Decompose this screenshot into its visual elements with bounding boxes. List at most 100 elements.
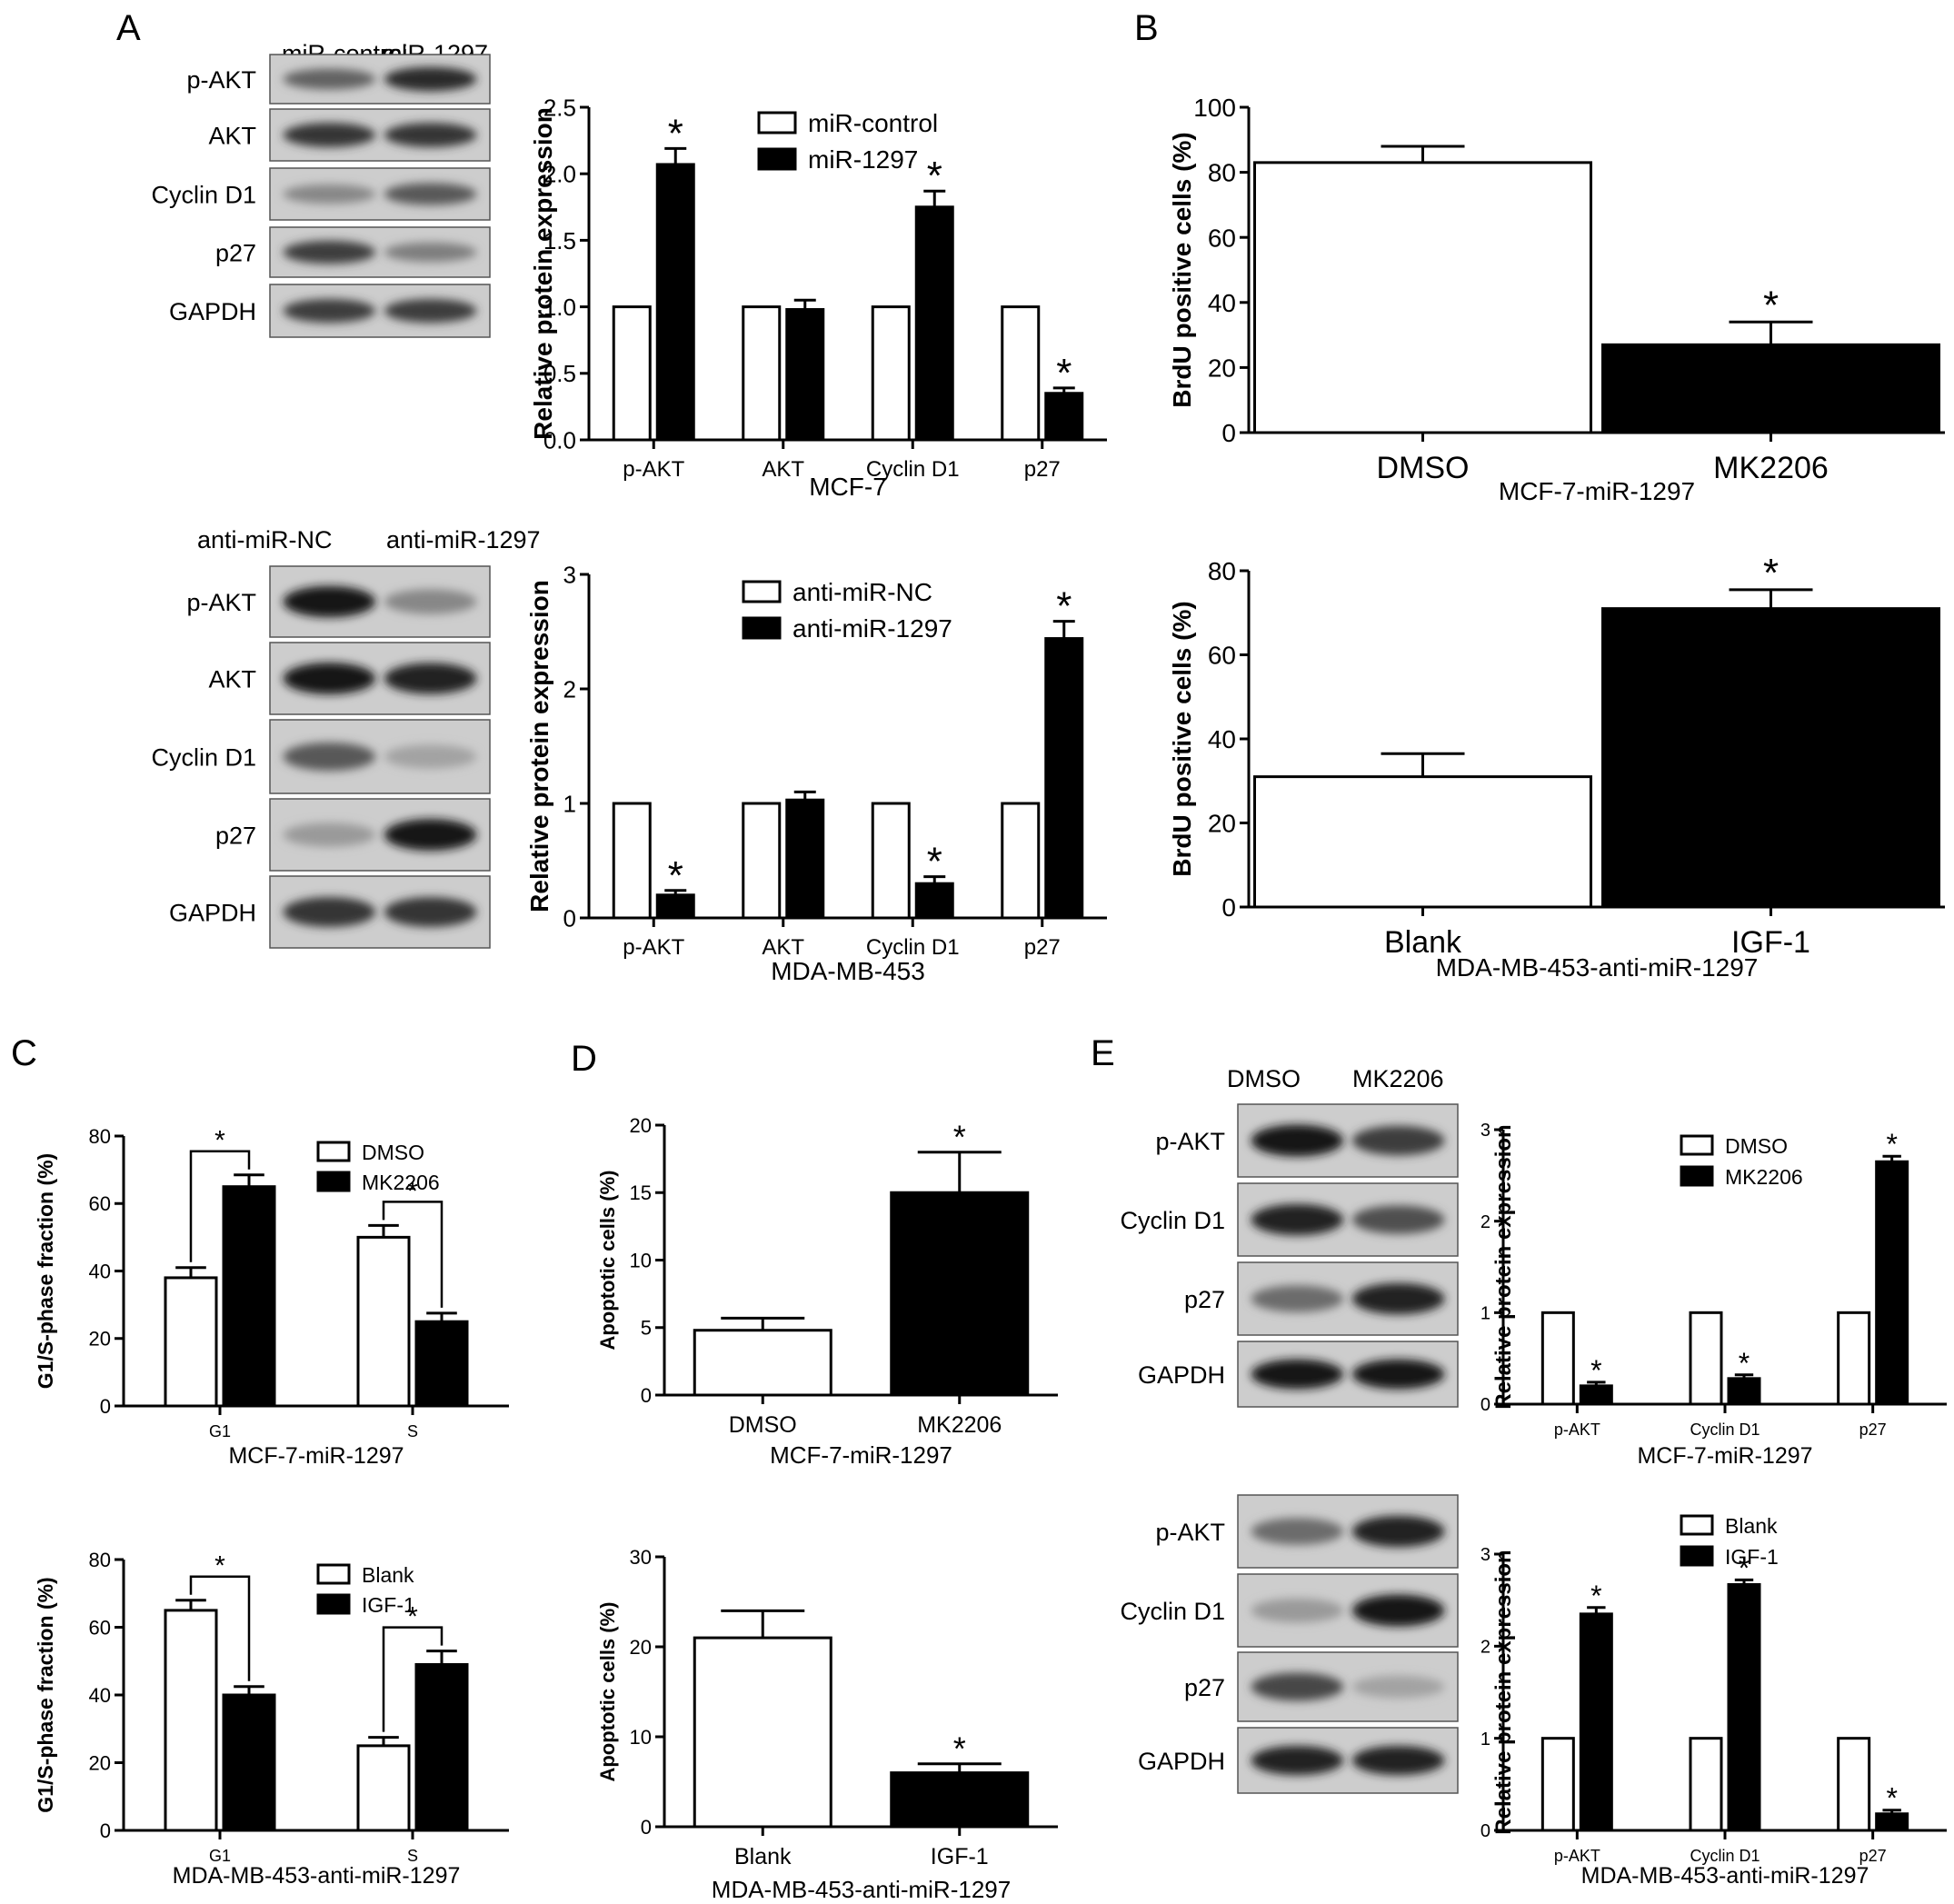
y-axis-title: Apoptotic cells (%) [596,1170,619,1350]
bar-anti-mir-1297-p27 [1044,637,1084,920]
legend-swatch-igf-1 [1680,1545,1714,1567]
bar-mir-control-akt [742,305,782,442]
y-tick-label: 1.0 [543,294,576,321]
x-axis-title: MDA-MB-453-anti-miR-1297 [173,1863,461,1889]
significance-asterisk: * [927,840,942,884]
blot-band [283,897,376,927]
blot-row-label: p27 [215,822,256,850]
y-tick-label: 0 [641,1816,652,1839]
y-tick-label: 0.0 [543,426,576,454]
legend-swatch-mir-1297 [757,147,797,171]
blot-band [283,663,376,694]
blot-band [1251,1672,1344,1701]
blot-row-label: AKT [208,123,256,150]
blot-lane-label: anti-miR-1297 [386,526,541,553]
y-tick-label: 20 [1208,354,1236,382]
chart-e2: 0 1 2 3 Relative protein expression p-AKT * Cyc… [1480,1514,1947,1889]
bar-blank [1253,775,1592,909]
y-axis-title: BrdU positive cells (%) [1168,132,1196,407]
bar-blank-g1 [164,1609,218,1832]
bar-blank [693,1636,832,1829]
y-axis-title: BrdU positive cells (%) [1168,601,1196,876]
blot-row-label: GAPDH [1138,1748,1225,1775]
y-tick-label: 80 [1208,557,1236,585]
blot-row-label: Cyclin D1 [1120,1207,1225,1234]
y-tick-label: 5 [641,1317,652,1340]
significance-asterisk: * [1056,351,1072,395]
blot-band [1351,1125,1445,1156]
blot-band [1251,1359,1344,1390]
legend-swatch-mir-control [757,111,797,135]
significance-asterisk: * [407,1176,418,1206]
y-tick-label: 20 [89,1751,111,1774]
y-tick-label: 20 [1208,810,1236,838]
blot-band [1251,1285,1344,1312]
blot-band [1251,1518,1344,1545]
y-tick-label: 80 [89,1125,111,1148]
significance-asterisk: * [1056,584,1072,629]
blot-band [283,123,376,147]
chart-d1: 0 5 10 15 20 Apoptotic cells (%) DMSO MK2206 * MC… [596,1114,1058,1469]
significance-asterisk: * [1763,283,1779,327]
blot-band [283,184,376,204]
legend-label-anti-mir-1297: anti-miR-1297 [793,614,952,643]
significance-asterisk: * [927,154,942,198]
significance-bracket [189,1150,251,1262]
bar-dmso-s [356,1235,411,1408]
blot-row-label: p-AKT [186,66,256,94]
bar-dmso-p-akt [1540,1311,1575,1406]
y-axis-title: Relative protein expression [529,107,557,440]
x-tick-label: Blank [1384,925,1462,960]
y-tick-label: 80 [89,1549,111,1571]
legend-swatch-anti-mir-1297 [742,616,782,640]
y-tick-label: 40 [89,1684,111,1707]
x-axis-title: MDA-MB-453 [771,957,925,985]
legend-label-mk2206: MK2206 [362,1171,440,1194]
y-axis-title: Relative protein expression [1491,1124,1516,1409]
bar-anti-mir-nc-p-akt [612,802,652,920]
x-axis-title: MCF-7-miR-1297 [228,1443,404,1469]
y-axis-title: G1/S-phase fraction (%) [34,1153,57,1389]
y-tick-label: 1 [1480,1304,1490,1324]
y-axis-title: Apoptotic cells (%) [596,1601,619,1781]
y-tick-label: 100 [1193,94,1236,122]
y-tick-label: 0 [563,904,576,932]
legend-label-mir-control: miR-control [808,109,938,137]
bar-dmso-g1 [164,1276,218,1408]
y-tick-label: 0 [641,1384,652,1407]
legend-label-mk2206: MK2206 [1725,1165,1803,1189]
panel-label-b: B [1134,8,1159,48]
legend-swatch-dmso [316,1141,351,1162]
bar-mir-control-p-akt [612,305,652,442]
blot-band [1351,1745,1445,1776]
x-tick-label: p-AKT [623,935,684,960]
x-tick-label: S [407,1847,418,1865]
legend-swatch-igf-1 [316,1593,351,1615]
x-tick-label: p-AKT [623,457,684,482]
x-axis-title: MCF-7-miR-1297 [1499,477,1695,505]
y-tick-label: 3 [1480,1121,1490,1141]
blot-band [384,897,477,927]
bar-anti-mir-nc-akt [742,802,782,920]
significance-bracket [189,1575,251,1681]
y-tick-label: 40 [89,1260,111,1282]
blot-row-label: p27 [1184,1674,1225,1701]
bar-blank-cyclin-d1 [1689,1737,1723,1832]
legend-label-dmso: DMSO [1725,1134,1788,1158]
x-tick-label: G1 [209,1847,231,1865]
significance-asterisk: * [1739,1347,1750,1380]
blot-band [1351,1675,1445,1699]
significance-asterisk: * [668,853,683,898]
blot-band [1251,1203,1344,1236]
legend-label-igf-1: IGF-1 [1725,1545,1779,1569]
y-tick-label: 15 [630,1181,652,1204]
blot-row-label: p27 [215,240,256,267]
legend-label-igf-1: IGF-1 [362,1593,415,1617]
bar-mir-1297-akt [785,308,825,442]
blot-band [384,663,477,694]
blot-band [1351,1282,1445,1315]
chart-c2: 0 20 40 60 80 G1/S-phase fraction (%) G1 * S * MDA… [34,1549,509,1889]
x-tick-label: S [407,1422,418,1440]
